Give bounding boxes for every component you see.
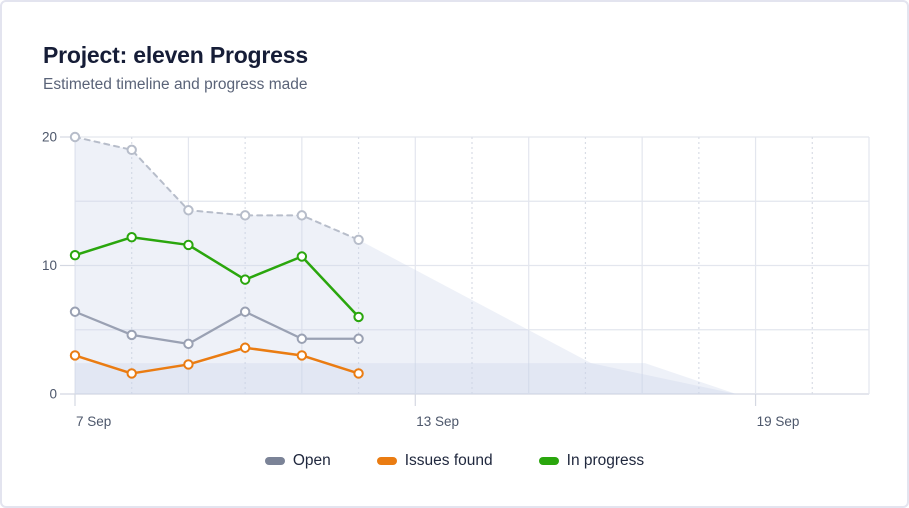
chart-header: Project: eleven Progress Estimeted timel…: [43, 42, 308, 94]
legend-item-issues-found[interactable]: Issues found: [376, 452, 493, 470]
data-point-in-progress[interactable]: [296, 251, 308, 262]
data-point-issues-found[interactable]: [69, 350, 81, 361]
data-point-issues-found[interactable]: [353, 368, 364, 379]
data-point-estimated[interactable]: [69, 131, 81, 143]
data-point-issues-found[interactable]: [183, 359, 194, 370]
legend-swatch-icon: [264, 457, 285, 465]
data-point-estimated[interactable]: [239, 210, 251, 221]
legend-item-in-progress[interactable]: In progress: [538, 452, 645, 470]
x-axis-label: 7 Sep: [76, 414, 111, 429]
data-point-in-progress[interactable]: [69, 250, 81, 261]
y-axis-label: 20: [42, 130, 57, 145]
data-point-open[interactable]: [296, 333, 308, 344]
data-point-estimated[interactable]: [126, 144, 137, 156]
y-axis-label: 10: [42, 258, 57, 273]
legend-item-open[interactable]: Open: [264, 452, 331, 470]
data-point-issues-found[interactable]: [126, 368, 137, 379]
data-point-open[interactable]: [239, 306, 251, 317]
data-point-issues-found[interactable]: [239, 342, 251, 353]
page-subtitle: Estimeted timeline and progress made: [43, 76, 308, 93]
page-title: Project: eleven Progress: [43, 42, 308, 68]
data-point-open[interactable]: [69, 306, 81, 317]
data-point-open[interactable]: [126, 329, 137, 341]
legend-label: In progress: [566, 452, 645, 469]
legend-label: Issues found: [404, 452, 493, 469]
x-axis-label: 13 Sep: [416, 414, 459, 429]
series-line-open: [73, 310, 360, 345]
projection-area-estimated-projection: [75, 137, 737, 394]
projection-area-remaining-band: [75, 363, 737, 394]
legend-swatch-icon: [538, 457, 559, 465]
y-axis-label: 0: [49, 387, 57, 402]
data-point-estimated[interactable]: [353, 234, 364, 246]
legend-label: Open: [292, 452, 331, 469]
chart-legend: Open Issues found In progress: [2, 452, 907, 470]
series-line-estimated: [74, 136, 360, 241]
data-point-estimated[interactable]: [183, 205, 194, 216]
data-point-open[interactable]: [183, 338, 194, 350]
data-point-in-progress[interactable]: [126, 232, 137, 243]
data-point-open[interactable]: [353, 333, 364, 344]
legend-swatch-icon: [376, 457, 397, 465]
data-point-estimated[interactable]: [296, 210, 308, 221]
data-point-in-progress[interactable]: [353, 311, 364, 323]
data-point-in-progress[interactable]: [183, 239, 194, 251]
data-point-in-progress[interactable]: [239, 274, 251, 285]
series-line-issues-found: [73, 346, 360, 375]
series-line-in-progress: [73, 235, 360, 319]
data-point-issues-found[interactable]: [296, 350, 308, 361]
x-axis-label: 19 Sep: [757, 414, 800, 429]
